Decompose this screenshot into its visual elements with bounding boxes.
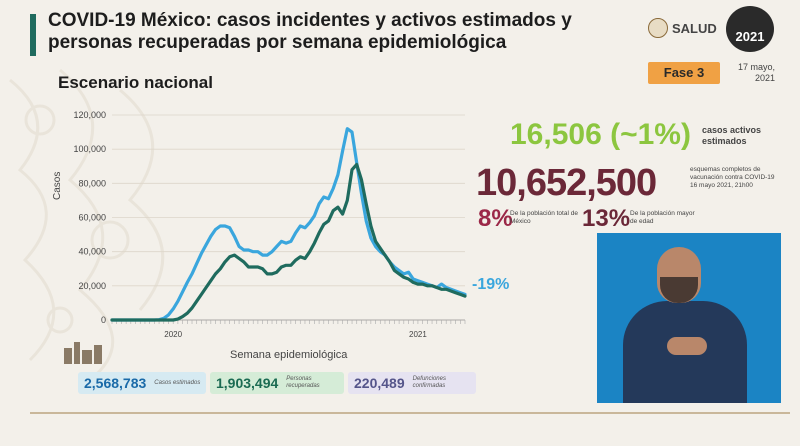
buildings-icon bbox=[64, 342, 102, 364]
y-tick-label: 0 bbox=[101, 315, 106, 325]
bottom-stripe bbox=[30, 412, 790, 414]
recovered-card: 1,903,494 Personas recuperadas bbox=[210, 372, 344, 394]
background-pattern bbox=[9, 68, 165, 382]
emblem-icon bbox=[648, 18, 668, 38]
sign-language-interpreter-video bbox=[597, 233, 781, 403]
recovered-value: 1,903,494 bbox=[216, 375, 279, 391]
salud-label: SALUD bbox=[672, 20, 717, 36]
salud-logo: SALUD bbox=[648, 18, 717, 38]
pct-adult-pop-label: De la población mayor de edad bbox=[630, 210, 695, 225]
recovered-label: Personas recuperadas bbox=[286, 376, 320, 389]
active-cases-label: casos activos estimados bbox=[702, 125, 762, 146]
interpreter-beard bbox=[660, 277, 698, 303]
title-accent-bar bbox=[30, 14, 36, 56]
page-title: COVID-19 México: casos incidentes y acti… bbox=[48, 10, 572, 53]
y-tick-label: 100,000 bbox=[73, 144, 106, 154]
y-tick-label: 20,000 bbox=[78, 281, 106, 291]
y-tick-label: 60,000 bbox=[78, 213, 106, 223]
vaccination-value: 10,652,500 bbox=[476, 162, 657, 204]
vaccination-label: esquemas completos de vacunación contra … bbox=[690, 166, 775, 189]
estimated-cases-card: 2,568,783 Casos estimados bbox=[78, 372, 206, 394]
y-tick-label: 40,000 bbox=[78, 247, 106, 257]
pct-total-pop-value: 8% bbox=[478, 205, 513, 232]
logo-2021: 2021 bbox=[726, 6, 774, 52]
series-line-recovered bbox=[110, 162, 467, 322]
active-cases-value: 16,506 (~1%) bbox=[510, 118, 691, 151]
year-label: 2021 bbox=[409, 330, 427, 339]
cases-line-chart: 0 20,000 40,000 60,000 80,000 100,000 120,000 2… bbox=[73, 110, 467, 339]
estimated-cases-label: Casos estimados bbox=[154, 379, 201, 386]
y-tick-label: 120,000 bbox=[73, 110, 106, 120]
page-subtitle: Escenario nacional bbox=[58, 73, 213, 92]
series-line-estimated-cases bbox=[110, 127, 467, 322]
deaths-card: 220,489 Defunciones confirmadas bbox=[348, 372, 476, 394]
deaths-label: Defunciones confirmadas bbox=[412, 376, 446, 389]
pct-adult-pop-value: 13% bbox=[582, 205, 631, 232]
weekly-change-label: -19% bbox=[472, 276, 510, 293]
report-date: 17 mayo, 2021 bbox=[737, 62, 775, 83]
deaths-value: 220,489 bbox=[354, 375, 405, 391]
year-label: 2020 bbox=[164, 330, 182, 339]
pct-total-pop-label: De la población total de México bbox=[510, 210, 578, 225]
x-axis-label: Semana epidemiológica bbox=[230, 349, 348, 361]
y-tick-label: 80,000 bbox=[78, 178, 106, 188]
interpreter-hands bbox=[667, 337, 707, 355]
estimated-cases-value: 2,568,783 bbox=[84, 375, 147, 391]
fase-badge: Fase 3 bbox=[648, 62, 720, 84]
